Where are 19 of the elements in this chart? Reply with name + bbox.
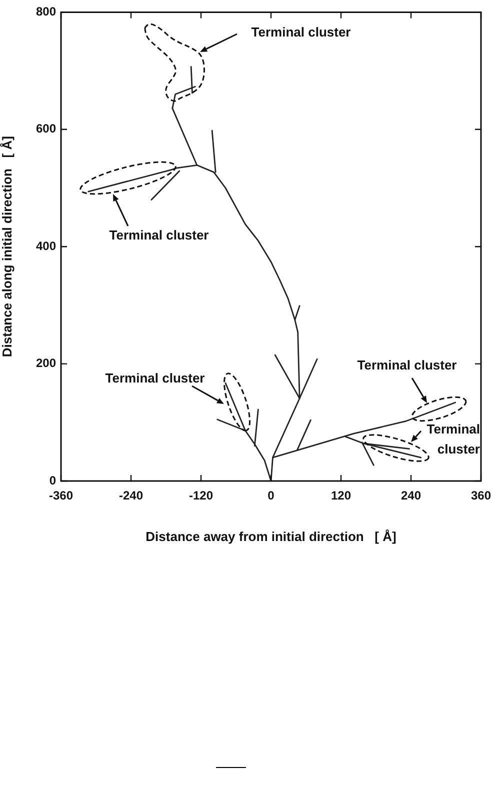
y-tick-label: 600 [36, 122, 56, 136]
x-tick-label: -120 [188, 488, 214, 503]
y-tick-label: 200 [36, 356, 56, 370]
annotation: Terminal cluster [357, 358, 457, 373]
x-tick-label: 360 [470, 488, 492, 503]
x-tick-label: -240 [118, 488, 144, 503]
y-tick-label: 800 [36, 4, 56, 19]
annotation: Terminal cluster [426, 422, 480, 457]
annotation: Terminal cluster [105, 370, 205, 386]
y-tick-label: 0 [49, 473, 56, 488]
y-axis-title: Distance along initial direction [ Å] [0, 136, 14, 358]
annotation: Terminal cluster [251, 24, 351, 40]
y-tick-label: 400 [36, 238, 56, 253]
x-axis-title: Distance away from initial direction [ Å] [146, 528, 396, 544]
x-tick-label: -360 [48, 488, 74, 503]
x-tick-label: 0 [268, 488, 275, 503]
x-tick-label: 120 [330, 488, 352, 503]
annotation: Terminal cluster [109, 228, 209, 243]
x-tick-label: 240 [400, 488, 422, 503]
